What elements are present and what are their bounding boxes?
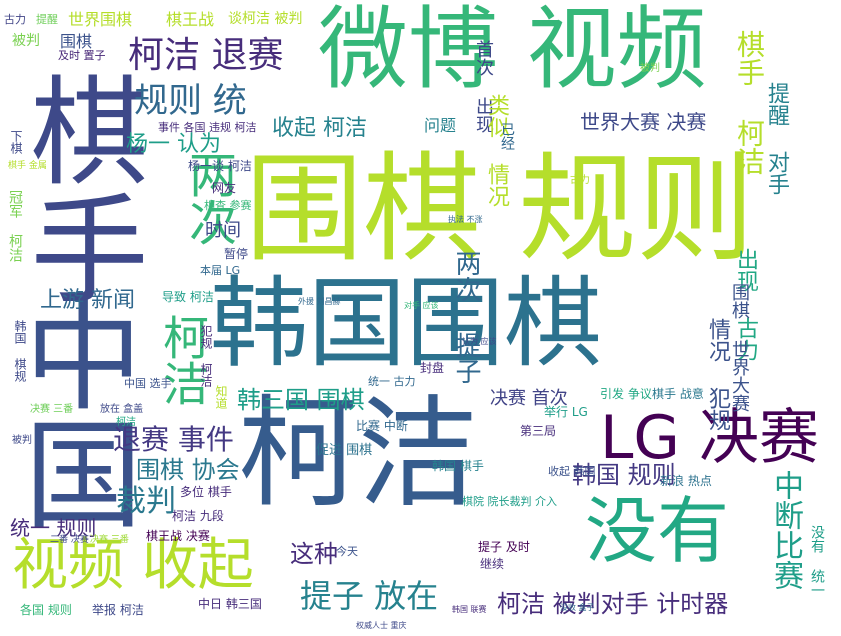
word-cloud-word: 退赛 事件 — [113, 423, 234, 456]
word-cloud-word: 棋手 柯洁 — [733, 30, 766, 175]
word-cloud-word: 古力 — [4, 13, 26, 26]
word-cloud-word: 提醒 对手 — [764, 82, 789, 195]
word-cloud-word: 收起 韩国 — [548, 465, 596, 478]
word-cloud-word: 被判 — [12, 435, 32, 446]
word-cloud-word: 举行 LG — [544, 405, 588, 419]
word-cloud-word: 两次 — [180, 150, 236, 246]
word-cloud-word: 类似 情况 — [484, 94, 509, 207]
word-cloud-word: 柯洁 九段 — [172, 509, 224, 523]
word-cloud-word: 已经 — [499, 122, 515, 150]
word-cloud-word: 收起 柯洁 — [272, 116, 367, 141]
word-cloud-word: 新浪 热点 — [660, 474, 712, 488]
word-cloud-word: 这种 — [290, 540, 338, 568]
word-cloud-word: 棋手 金属 — [8, 161, 47, 171]
word-cloud-word: 本届 LG — [200, 264, 241, 277]
word-cloud-word: 世界大赛 决赛 — [580, 110, 707, 134]
word-cloud-word: 韩国 规则 — [572, 461, 676, 489]
word-cloud-word: 柯洁 被判对手 计时器 — [497, 590, 729, 618]
word-cloud-word: 韩国围棋 — [210, 267, 603, 381]
word-cloud-word: 提醒 — [36, 13, 58, 26]
word-cloud-word: 决赛 首次 — [490, 388, 568, 409]
word-cloud-word: 举报 柯洁 — [92, 603, 144, 617]
word-cloud-word: 中国 选手 — [124, 377, 172, 390]
word-cloud-word: 各国 规则 — [20, 603, 72, 617]
word-cloud-word: 下棋 — [9, 130, 23, 154]
word-cloud-word: 促进 围棋 — [316, 443, 373, 458]
word-cloud-word: 柯洁 退赛 — [128, 35, 284, 76]
word-cloud-word: 柯洁 — [116, 417, 136, 428]
word-cloud-word: 韩国 联赛 — [452, 605, 487, 614]
word-cloud-word: 中日 韩三国 — [198, 597, 262, 611]
word-cloud-word: 外援 刘昌赫 — [298, 297, 341, 306]
word-cloud-word: 导致 柯洁 — [162, 290, 214, 304]
word-cloud-word: 围棋 — [60, 32, 93, 51]
word-cloud-word: 被判 — [640, 63, 660, 74]
word-cloud-word: 网友 — [212, 181, 237, 195]
word-cloud-word: 世界围棋 — [68, 10, 133, 29]
word-cloud-word: 统一 古力 — [368, 375, 416, 388]
word-cloud-word: 知道 — [214, 385, 228, 409]
word-cloud-word: 二番 决赛 — [50, 535, 89, 545]
word-cloud-word: 情况 犯规 — [705, 318, 730, 431]
word-cloud-word: 两次 提子 — [451, 250, 481, 384]
word-cloud-word: 没收 盒子 — [560, 603, 595, 612]
word-cloud-word: 认为 应该 — [462, 337, 497, 346]
word-cloud-word: 多位 棋手 — [180, 485, 232, 499]
word-cloud-word: 韩国 棋规 — [13, 320, 27, 382]
word-cloud-word: 棋手 — [10, 70, 148, 306]
word-cloud-word: 权威人士 重庆 — [356, 621, 407, 630]
word-cloud-word: 微博 视频 — [318, 0, 707, 102]
word-cloud-word: 提子 放在 — [300, 577, 439, 615]
word-cloud-word: 没有 统一 — [809, 525, 825, 597]
word-cloud-word: 首次 出现 — [473, 40, 494, 133]
word-cloud-word: 今天 — [336, 545, 358, 558]
word-cloud-word: 决赛 三番 — [90, 535, 129, 545]
word-cloud-word: 杨一谈 柯洁 — [188, 159, 252, 173]
word-cloud-word: 谈柯洁 被判 — [228, 11, 303, 27]
word-cloud-word: 视频 收起 — [12, 533, 254, 598]
word-cloud-word: 比赛 中断 — [356, 419, 408, 433]
word-cloud-word: 相查 参赛 — [204, 199, 252, 212]
word-cloud-word: 对手 应该 — [404, 301, 439, 310]
word-cloud-word: 出现 古力 — [733, 248, 758, 361]
word-cloud-word: LG 决赛 — [600, 403, 819, 473]
word-cloud-word: 事件 各国 违规 柯洁 — [158, 121, 257, 134]
word-cloud-word: 第三局 — [520, 424, 557, 438]
word-cloud-word: 问题 — [424, 116, 457, 135]
word-cloud-word: 棋手 战意 — [652, 387, 704, 401]
word-cloud-word: 古力 — [570, 175, 590, 186]
word-cloud-word: 及时 置子 — [58, 49, 106, 62]
word-cloud-word: 统一 规则 — [10, 516, 97, 540]
word-cloud-word: 时间 — [205, 220, 241, 241]
word-cloud-word: 被判 — [12, 33, 40, 49]
word-cloud-word: 柯洁 — [238, 385, 478, 524]
word-cloud-word: 执法 不涨 — [448, 215, 483, 224]
word-cloud-word: 围棋 协会 — [136, 456, 240, 484]
word-cloud-word: 上游 新闻 — [40, 288, 135, 313]
word-cloud-word: 中国 — [4, 295, 142, 531]
word-cloud-word: 韩三国 围棋 — [237, 386, 365, 414]
word-cloud-word: 提子 及时 — [478, 540, 530, 554]
word-cloud-word: 棋王战 — [166, 10, 215, 29]
word-cloud-word: 放在 盒盖 — [100, 404, 144, 415]
word-cloud-word: 规则 统 — [134, 81, 247, 121]
word-cloud-word: 裁判 — [116, 484, 176, 519]
word-cloud-word: 棋院 院长裁判 介入 — [462, 495, 557, 508]
word-cloud-word: 冠军 柯洁 — [7, 190, 23, 262]
word-cloud-word: 韩国 棋手 — [432, 459, 484, 473]
word-cloud-word: 围棋 世界大赛 — [729, 283, 750, 412]
word-cloud-word: 决赛 三番 — [30, 404, 74, 415]
word-cloud-word: 柯洁 — [156, 314, 210, 406]
word-cloud-word: 继续 — [480, 557, 505, 571]
word-cloud-word: 暂停 — [224, 247, 249, 261]
word-cloud-word: 引发 争议 — [600, 387, 652, 401]
word-cloud-word: 中断比赛 — [768, 470, 803, 590]
word-cloud-word: 没有 — [585, 489, 730, 573]
word-cloud-word: 犯规 柯洁 — [199, 325, 213, 387]
word-cloud-word: 棋王战 决赛 — [146, 529, 210, 543]
word-cloud-word: 封盘 — [420, 361, 445, 375]
word-cloud-word: 杨一 认为 — [126, 132, 221, 157]
word-cloud-word: 围棋 规则 — [245, 140, 755, 278]
